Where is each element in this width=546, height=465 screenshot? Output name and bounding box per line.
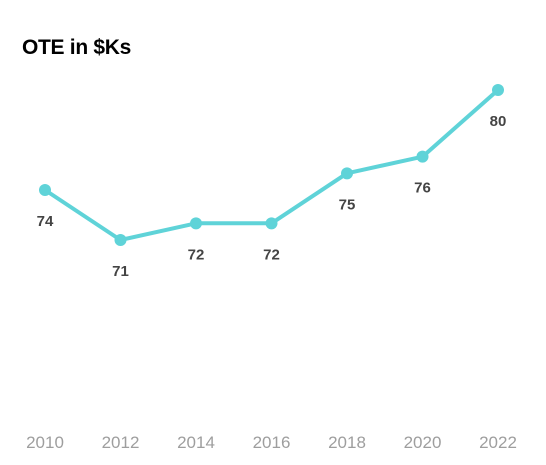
- data-point-2016[interactable]: [265, 217, 278, 230]
- data-point-2012[interactable]: [114, 234, 127, 246]
- x-tick-label-2018: 2018: [328, 433, 366, 452]
- data-label-layer: 74 71 72 72 75 76 80: [37, 113, 507, 280]
- data-point-2018[interactable]: [341, 167, 353, 180]
- series-layer: [39, 84, 504, 246]
- x-tick-label-2020: 2020: [404, 433, 442, 452]
- x-tick-label-2010: 2010: [26, 433, 64, 452]
- data-label-2022: 80: [490, 113, 507, 130]
- data-label-2014: 72: [188, 246, 205, 263]
- data-label-2020: 76: [414, 180, 431, 197]
- data-label-2016: 72: [263, 246, 280, 263]
- data-point-2014[interactable]: [190, 217, 202, 230]
- x-tick-label-2012: 2012: [102, 433, 140, 452]
- data-point-2010[interactable]: [39, 184, 51, 196]
- data-point-2020[interactable]: [416, 150, 429, 163]
- x-axis-ticks: 2010 2012 2014 2016 2018 2020 2022: [26, 433, 517, 452]
- x-tick-label-2022: 2022: [479, 433, 517, 452]
- data-label-2012: 71: [112, 263, 129, 280]
- x-tick-label-2016: 2016: [253, 433, 291, 452]
- data-label-2010: 74: [37, 213, 54, 230]
- x-tick-label-2014: 2014: [177, 433, 215, 452]
- chart-title: OTE in $Ks: [22, 36, 132, 59]
- data-point-2022[interactable]: [492, 84, 504, 96]
- data-label-2018: 75: [339, 196, 356, 213]
